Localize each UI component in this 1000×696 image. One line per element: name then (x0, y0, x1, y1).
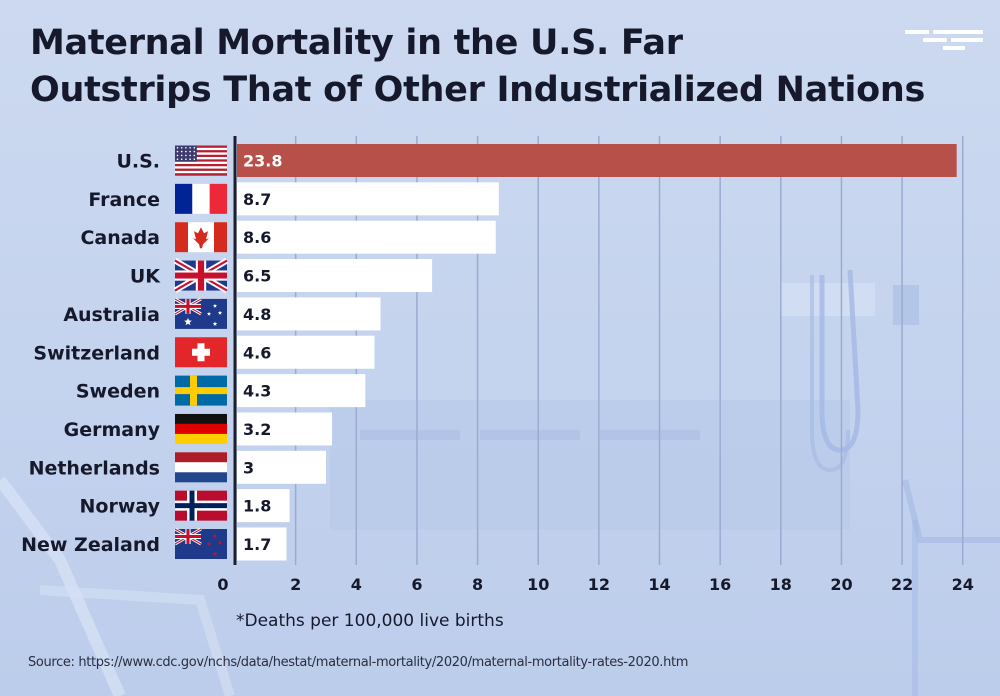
x-tick-label: 12 (588, 575, 610, 594)
category-label: Sweden (76, 381, 160, 403)
x-tick-label: 14 (648, 575, 670, 594)
switzerland-flag-icon (175, 337, 227, 368)
bar-norway (237, 489, 290, 523)
value-label: 4.8 (243, 305, 271, 324)
bar-sweden (237, 374, 366, 408)
axis-footnote: *Deaths per 100,000 live births (236, 611, 504, 631)
x-tick-label: 16 (709, 575, 731, 594)
category-label: New Zealand (21, 534, 160, 556)
source-citation: Source: https://www.cdc.gov/nchs/data/he… (28, 655, 689, 670)
x-tick-label: 10 (527, 575, 549, 594)
us-flag-icon (175, 145, 227, 176)
bar-new-zealand (237, 527, 287, 561)
australia-flag-icon (174, 297, 227, 329)
bar-australia (237, 297, 381, 331)
uk-flag-icon (173, 257, 229, 294)
germany-flag-icon (175, 413, 227, 444)
x-tick-label: 0 (217, 575, 228, 594)
title-line-2: Outstrips That of Other Industrialized N… (30, 70, 925, 110)
value-label: 3.2 (243, 420, 271, 439)
sweden-flag-icon (175, 375, 227, 406)
category-label: Netherlands (29, 457, 160, 479)
value-label: 4.6 (243, 343, 271, 362)
chart-title: Maternal Mortality in the U.S. Far Outst… (30, 20, 930, 114)
canada-flag-icon (175, 222, 227, 253)
value-label: 6.5 (243, 267, 271, 286)
x-tick-label: 24 (952, 575, 974, 594)
x-tick-label: 2 (290, 575, 301, 594)
category-label: France (88, 189, 160, 211)
new-zealand-flag-icon (174, 527, 227, 559)
value-label: 8.7 (243, 190, 271, 209)
x-tick-label: 4 (351, 575, 362, 594)
x-tick-label: 18 (770, 575, 792, 594)
bar-france (237, 182, 499, 216)
category-label: Switzerland (33, 342, 160, 364)
value-label: 8.6 (243, 228, 271, 247)
x-tick-label: 6 (411, 575, 422, 594)
france-flag-icon (175, 183, 227, 214)
value-label: 1.8 (243, 497, 271, 516)
value-label: 1.7 (243, 535, 271, 554)
value-label: 4.3 (243, 382, 271, 401)
x-tick-label: 20 (830, 575, 852, 594)
norway-flag-icon (175, 490, 227, 521)
category-label: U.S. (116, 151, 160, 173)
bar-u-s (237, 144, 957, 177)
bar-switzerland (237, 335, 375, 369)
category-label: UK (130, 266, 161, 288)
bar-uk (237, 259, 433, 293)
netherlands-flag-icon (175, 452, 227, 483)
bar-netherlands (237, 450, 326, 484)
value-label: 3 (243, 458, 254, 477)
category-label: Canada (80, 227, 160, 249)
category-label: Germany (64, 419, 161, 441)
bar-germany (237, 412, 333, 446)
title-line-1: Maternal Mortality in the U.S. Far (30, 23, 683, 63)
x-tick-label: 8 (472, 575, 483, 594)
x-tick-label: 22 (891, 575, 913, 594)
value-label: 23.8 (243, 152, 282, 171)
category-label: Norway (80, 496, 161, 518)
brand-logo-icon (905, 30, 983, 50)
bar-canada (237, 220, 496, 254)
category-label: Australia (63, 304, 160, 326)
